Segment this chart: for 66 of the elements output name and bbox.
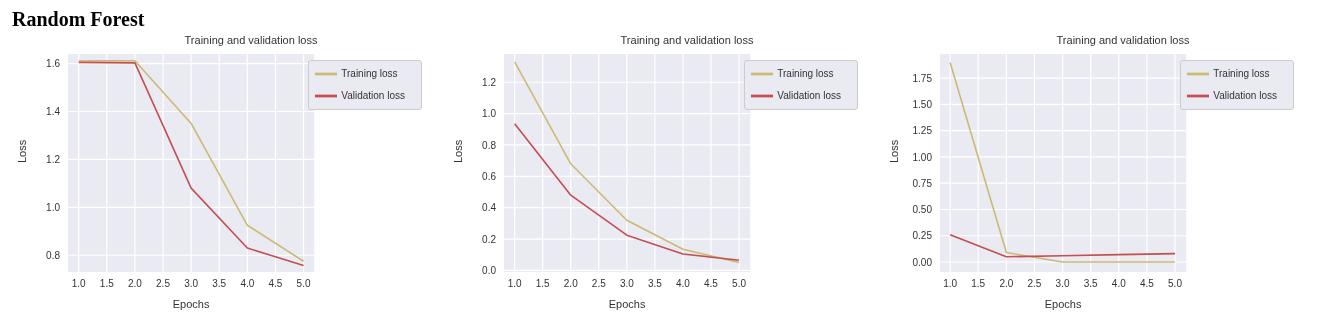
x-tick-label: 3.0 bbox=[619, 278, 635, 290]
x-tick-label: 2.5 bbox=[591, 278, 607, 290]
y-tick-label: 1.2 bbox=[482, 76, 497, 88]
x-tick-label: 5.0 bbox=[296, 278, 311, 290]
x-tick-label: 1.5 bbox=[535, 278, 551, 290]
y-tick-label: 0.2 bbox=[482, 233, 497, 245]
x-tick-label: 3.0 bbox=[1055, 278, 1070, 290]
y-tick-label: 1.2 bbox=[46, 153, 61, 165]
y-axis-title: Loss bbox=[15, 139, 28, 163]
x-tick-label: 4.0 bbox=[240, 278, 255, 290]
legend-label: Validation loss bbox=[777, 89, 841, 101]
chart-subtitle: Training and validation loss bbox=[1055, 34, 1191, 48]
x-tick-label: 5.0 bbox=[1168, 278, 1183, 290]
legend-label: Training loss bbox=[341, 67, 398, 79]
x-tick-label: 4.5 bbox=[704, 278, 719, 290]
y-tick-label: 1.25 bbox=[912, 125, 933, 137]
y-tick-label: 1.50 bbox=[912, 98, 933, 110]
y-tick-label: 0.50 bbox=[912, 204, 933, 216]
x-axis-title: Epochs bbox=[172, 298, 210, 310]
chart-subtitle: Training and validation loss bbox=[183, 34, 319, 48]
x-tick-label: 3.5 bbox=[1083, 278, 1099, 290]
x-tick-label: 1.5 bbox=[99, 278, 115, 290]
line-series bbox=[513, 61, 740, 264]
x-axis-title: Epochs bbox=[608, 298, 646, 310]
y-tick-label: 1.6 bbox=[46, 58, 61, 70]
y-tick-label: 1.0 bbox=[46, 201, 61, 213]
y-tick-label: 1.00 bbox=[912, 151, 933, 163]
legend-label: Validation loss bbox=[341, 89, 405, 101]
chart-subtitle: Training and validation loss bbox=[619, 34, 755, 48]
y-tick-label: 0.75 bbox=[912, 177, 933, 189]
legend-label: Validation loss bbox=[1213, 89, 1277, 101]
x-tick-label: 3.5 bbox=[212, 278, 227, 290]
y-axis-title: Loss bbox=[451, 139, 464, 163]
y-tick-label: 0.00 bbox=[912, 256, 933, 268]
x-tick-label: 4.0 bbox=[1111, 278, 1127, 290]
x-tick-label: 2.5 bbox=[156, 278, 171, 290]
y-tick-label: 0.8 bbox=[482, 139, 497, 151]
x-tick-label: 4.0 bbox=[675, 278, 691, 290]
x-tick-label: 1.5 bbox=[971, 278, 986, 290]
line-series bbox=[513, 122, 740, 262]
x-tick-label: 4.5 bbox=[268, 278, 283, 290]
x-tick-label: 1.0 bbox=[71, 278, 87, 290]
x-tick-label: 2.5 bbox=[1027, 278, 1042, 290]
y-tick-label: 0.6 bbox=[482, 170, 497, 182]
x-tick-label: 2.0 bbox=[999, 278, 1014, 290]
x-tick-label: 3.0 bbox=[184, 278, 199, 290]
line-series bbox=[949, 233, 1176, 258]
chart-title: Random Forest bbox=[11, 8, 146, 32]
y-tick-label: 0.8 bbox=[46, 249, 61, 261]
x-tick-label: 3.5 bbox=[647, 278, 663, 290]
x-tick-label: 1.0 bbox=[943, 278, 958, 290]
x-tick-label: 2.0 bbox=[563, 278, 579, 290]
y-tick-label: 0.25 bbox=[912, 230, 933, 242]
x-tick-label: 2.0 bbox=[127, 278, 143, 290]
legend-label: Training loss bbox=[1213, 67, 1270, 79]
y-tick-label: 1.75 bbox=[912, 72, 933, 84]
x-tick-label: 1.0 bbox=[507, 278, 523, 290]
y-tick-label: 0.4 bbox=[482, 202, 497, 214]
y-tick-label: 1.0 bbox=[482, 108, 497, 120]
x-tick-label: 4.5 bbox=[1139, 278, 1155, 290]
y-tick-label: 0.0 bbox=[482, 264, 497, 276]
x-tick-label: 5.0 bbox=[732, 278, 747, 290]
x-axis-title: Epochs bbox=[1044, 298, 1082, 310]
y-axis-title: Loss bbox=[887, 139, 900, 163]
legend-label: Training loss bbox=[777, 67, 834, 79]
y-tick-label: 1.4 bbox=[46, 106, 61, 118]
